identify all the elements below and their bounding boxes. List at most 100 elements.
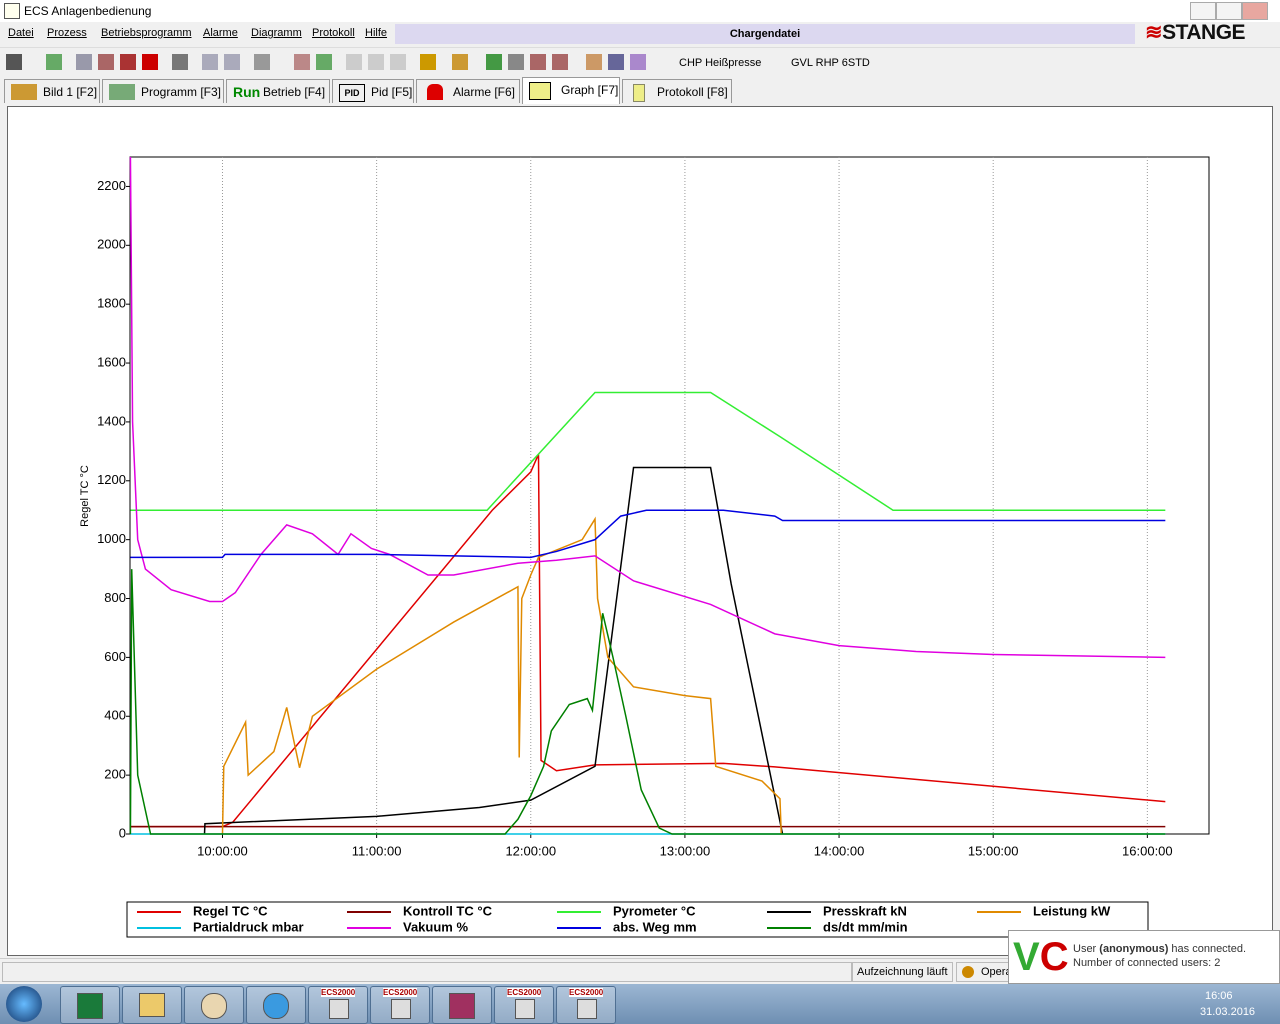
tool-button[interactable] bbox=[294, 54, 310, 70]
tool-button[interactable] bbox=[172, 54, 188, 70]
clock-date: 31.03.2016 bbox=[1200, 1006, 1256, 1018]
menu-item[interactable]: Protokoll bbox=[312, 27, 355, 39]
tool-button[interactable] bbox=[120, 54, 136, 70]
x-tick-label: 10:00:00 bbox=[197, 843, 248, 858]
tool-button[interactable] bbox=[98, 54, 114, 70]
user-icon bbox=[962, 966, 974, 978]
tab[interactable]: Programm [F3] bbox=[102, 79, 224, 103]
x-tick-label: 15:00:00 bbox=[968, 843, 1019, 858]
close-button[interactable] bbox=[1242, 2, 1268, 20]
tab[interactable]: Protokoll [F8] bbox=[622, 79, 732, 103]
task-label: ECS2000 bbox=[569, 988, 604, 997]
y-tick-label: 1400 bbox=[97, 413, 126, 428]
tab-icon: Run bbox=[233, 84, 261, 100]
file-title: Chargendatei bbox=[395, 24, 1135, 44]
logo-mark: ≋ bbox=[1145, 21, 1163, 44]
tab-icon bbox=[633, 84, 645, 102]
tool-button[interactable] bbox=[142, 54, 158, 70]
legend-label: ds/dt mm/min bbox=[823, 919, 908, 934]
vnc-count: Number of connected users: 2 bbox=[1073, 957, 1221, 969]
task-button[interactable] bbox=[184, 986, 244, 1024]
tool-button[interactable] bbox=[390, 54, 406, 70]
tool-button[interactable] bbox=[316, 54, 332, 70]
tab-label: Bild 1 [F2] bbox=[43, 85, 98, 99]
tool-button[interactable] bbox=[630, 54, 646, 70]
series-line bbox=[130, 391, 1166, 511]
menu-item[interactable]: Betriebsprogramm bbox=[101, 27, 192, 39]
y-tick-label: 400 bbox=[104, 708, 126, 723]
tool-button[interactable] bbox=[608, 54, 624, 70]
tool-button[interactable] bbox=[224, 54, 240, 70]
tab[interactable]: Run Betrieb [F4] bbox=[226, 79, 330, 103]
tool-button[interactable] bbox=[202, 54, 218, 70]
vnc-user: (anonymous) bbox=[1099, 943, 1169, 955]
vnc-logo: VC bbox=[1013, 935, 1069, 979]
tab[interactable]: Bild 1 [F2] bbox=[4, 79, 100, 103]
task-button[interactable]: ECS2000 bbox=[370, 986, 430, 1024]
series-line bbox=[203, 466, 784, 835]
minimize-button[interactable] bbox=[1190, 2, 1216, 20]
tool-button[interactable] bbox=[508, 54, 524, 70]
start-button[interactable] bbox=[6, 986, 42, 1022]
menu-item[interactable]: Prozess bbox=[47, 27, 87, 39]
tool-button[interactable] bbox=[420, 54, 436, 70]
tab-label: Alarme [F6] bbox=[453, 85, 516, 99]
tab-icon: PID bbox=[339, 84, 365, 102]
app-icon bbox=[4, 3, 20, 19]
taskbar: ECS2000 ECS2000 ECS2000 ECS2000 16:06 31… bbox=[0, 984, 1280, 1024]
tab-icon bbox=[109, 84, 135, 100]
tool-button[interactable] bbox=[46, 54, 62, 70]
y-tick-label: 200 bbox=[104, 767, 126, 782]
task-button[interactable]: ECS2000 bbox=[556, 986, 616, 1024]
plant-label: GVL RHP 6STD bbox=[791, 57, 870, 69]
tab-icon bbox=[427, 84, 443, 100]
tool-button[interactable] bbox=[452, 54, 468, 70]
maximize-button[interactable] bbox=[1216, 2, 1242, 20]
tool-button[interactable] bbox=[346, 54, 362, 70]
ie-icon bbox=[263, 993, 289, 1019]
vnc-notification[interactable]: VC User (anonymous) has connected. Numbe… bbox=[1008, 930, 1280, 984]
tool-button[interactable] bbox=[254, 54, 270, 70]
menu-item[interactable]: Datei bbox=[8, 27, 34, 39]
title-bar: ECS Anlagenbedienung bbox=[0, 0, 1280, 22]
tab-icon bbox=[529, 82, 551, 100]
legend bbox=[126, 901, 1149, 938]
task-button[interactable]: ECS2000 bbox=[308, 986, 368, 1024]
task-icon bbox=[515, 999, 535, 1019]
tab-label: Pid [F5] bbox=[371, 85, 413, 99]
menu-item[interactable]: Hilfe bbox=[365, 27, 388, 39]
tool-button[interactable] bbox=[586, 54, 602, 70]
task-label: ECS2000 bbox=[383, 988, 418, 997]
plant-label: CHP Heißpresse bbox=[679, 57, 762, 69]
menu-item[interactable]: Alarme bbox=[203, 27, 238, 39]
task-button[interactable] bbox=[60, 986, 120, 1024]
recording-status: Aufzeichnung läuft bbox=[852, 962, 953, 982]
x-tick-label: 12:00:00 bbox=[505, 843, 556, 858]
task-button[interactable] bbox=[432, 986, 492, 1024]
y-tick-label: 600 bbox=[104, 649, 126, 664]
tool-button[interactable] bbox=[552, 54, 568, 70]
tab-active[interactable]: Graph [F7] bbox=[522, 77, 620, 104]
tab-label: Protokoll [F8] bbox=[657, 85, 728, 99]
menu-item[interactable]: Diagramm bbox=[251, 27, 302, 39]
tool-button[interactable] bbox=[6, 54, 22, 70]
legend-label: Kontroll TC °C bbox=[403, 903, 493, 918]
task-button[interactable] bbox=[246, 986, 306, 1024]
folder-icon bbox=[139, 993, 165, 1017]
vnc-message: User (anonymous) has connected. bbox=[1073, 943, 1246, 955]
tool-button[interactable] bbox=[486, 54, 502, 70]
y-tick-label: 0 bbox=[119, 825, 126, 840]
task-button[interactable] bbox=[122, 986, 182, 1024]
tab[interactable]: PID Pid [F5] bbox=[332, 79, 414, 103]
task-button[interactable]: ECS2000 bbox=[494, 986, 554, 1024]
tab[interactable]: Alarme [F6] bbox=[416, 79, 520, 103]
tool-button[interactable] bbox=[368, 54, 384, 70]
status-field bbox=[2, 962, 852, 982]
series-line bbox=[129, 156, 1166, 659]
x-tick-label: 11:00:00 bbox=[352, 843, 402, 858]
tab-label: Graph [F7] bbox=[561, 83, 619, 97]
tool-button[interactable] bbox=[530, 54, 546, 70]
tool-button[interactable] bbox=[76, 54, 92, 70]
y-tick-label: 1000 bbox=[97, 531, 126, 546]
